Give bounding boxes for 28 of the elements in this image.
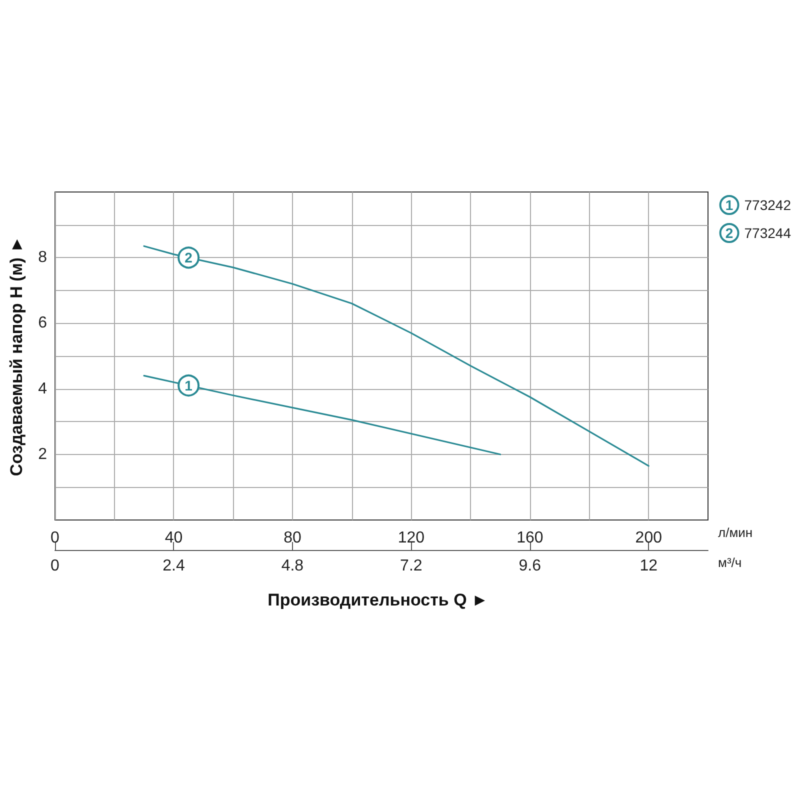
x-tick-label: 40: [164, 530, 183, 546]
x2-tick-label: 2.4: [162, 558, 185, 574]
y-tick-label: 4: [38, 380, 48, 398]
y-axis-title: Создаваемый напор H (м) ►: [7, 236, 26, 476]
x2-tick-label: 7.2: [400, 558, 422, 574]
x2-tick-label: 4.8: [281, 558, 304, 574]
x-axis-title: л/мин: [718, 525, 753, 540]
x2-tick-label: 12: [640, 558, 658, 574]
x-tick-label: 80: [284, 530, 302, 546]
x2-axis-title: м³/ч: [718, 555, 742, 570]
x-tick-label: 160: [516, 530, 544, 546]
y-tick-label: 8: [38, 249, 48, 266]
legend-label: 773244: [744, 225, 792, 241]
text: 1: [725, 197, 734, 213]
legend-label: 773242: [744, 197, 792, 213]
x-tick-label: 0: [50, 530, 60, 546]
x2-tick-label: 0: [50, 558, 60, 574]
annotation: 2: [184, 250, 193, 266]
annotation: 1: [184, 378, 193, 394]
x2-tick-label: 9.6: [518, 558, 542, 574]
x-tick-label: 200: [635, 530, 662, 546]
text: 2: [725, 225, 734, 241]
y-tick-label: 6: [38, 314, 48, 332]
line-series: [143, 245, 650, 467]
line-series: [143, 374, 502, 456]
text: Производительность Q ►: [268, 590, 488, 610]
y-tick-label: 2: [38, 446, 48, 463]
x-tick-label: 120: [398, 530, 425, 546]
